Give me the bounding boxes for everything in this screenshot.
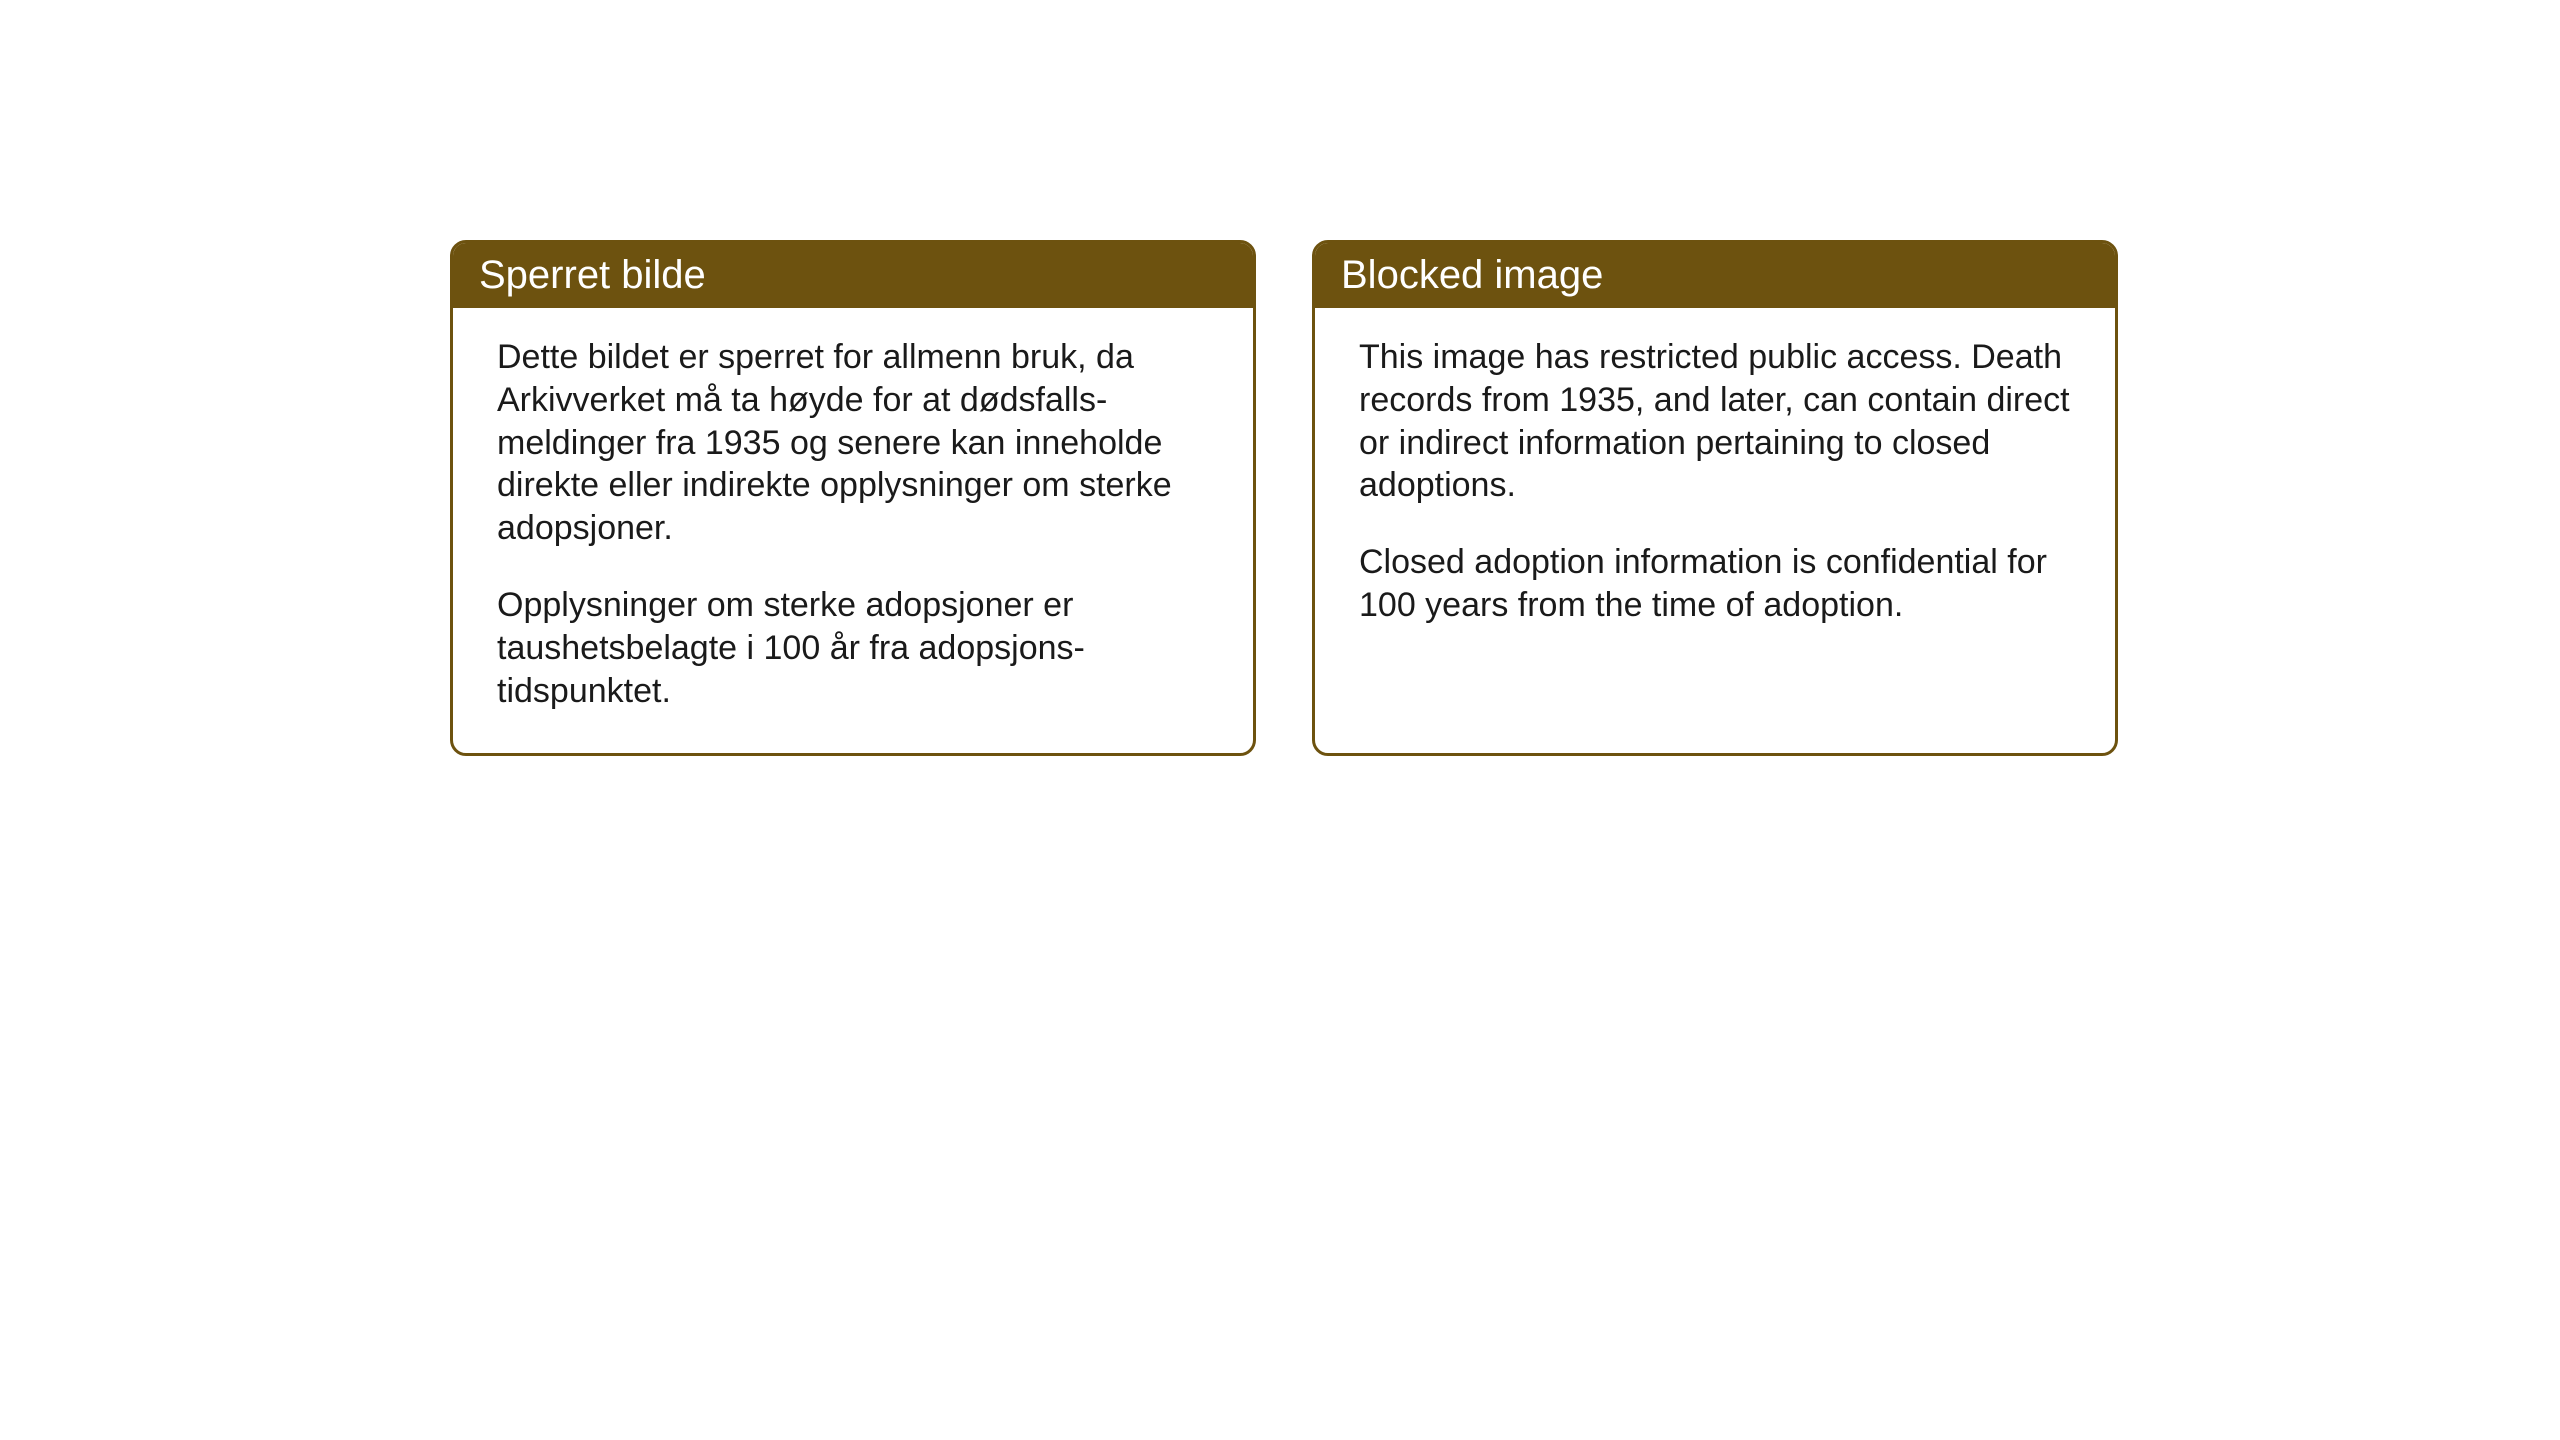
norwegian-notice-card: Sperret bilde Dette bildet er sperret fo…: [450, 240, 1256, 756]
english-paragraph-1: This image has restricted public access.…: [1359, 336, 2071, 507]
norwegian-paragraph-1: Dette bildet er sperret for allmenn bruk…: [497, 336, 1209, 550]
notice-container: Sperret bilde Dette bildet er sperret fo…: [450, 240, 2118, 756]
norwegian-card-title: Sperret bilde: [453, 243, 1253, 308]
english-card-title: Blocked image: [1315, 243, 2115, 308]
english-card-body: This image has restricted public access.…: [1315, 308, 2115, 710]
norwegian-card-body: Dette bildet er sperret for allmenn bruk…: [453, 308, 1253, 753]
english-paragraph-2: Closed adoption information is confident…: [1359, 541, 2071, 627]
english-notice-card: Blocked image This image has restricted …: [1312, 240, 2118, 756]
norwegian-paragraph-2: Opplysninger om sterke adopsjoner er tau…: [497, 584, 1209, 712]
